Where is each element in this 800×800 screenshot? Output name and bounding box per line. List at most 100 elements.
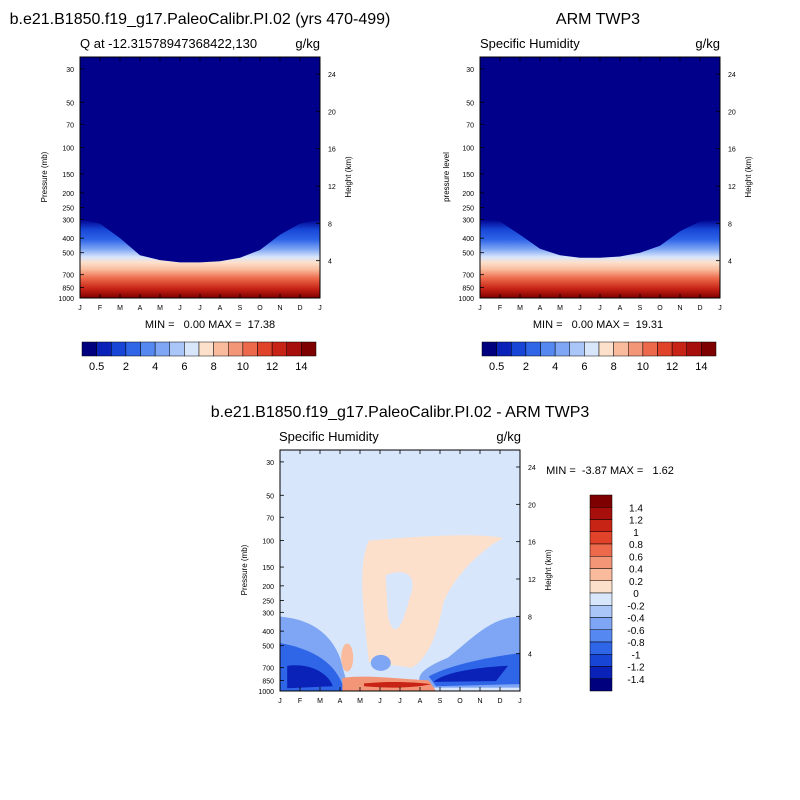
pressure-tick-label: 70 <box>466 122 474 129</box>
colorbar-swatch <box>671 341 687 357</box>
colorbar-swatch <box>569 341 585 357</box>
colorbar-swatch <box>286 341 302 357</box>
height-tick-label: 24 <box>328 72 336 79</box>
colorbar-label: 1 <box>633 528 639 539</box>
colorbar-swatch <box>154 341 170 357</box>
panel-obs-axes: 30 50 70 100 150 200 250 300 400 500 700 850 1000 24 2… <box>458 57 736 312</box>
panel-obs-stats: MIN = 0.00 MAX = 19.31 <box>533 319 663 331</box>
diff-inner-negative <box>385 572 413 630</box>
colorbar-label: 0.8 <box>629 540 643 551</box>
colorbar-swatch <box>125 341 141 357</box>
month-tick-label: J <box>318 305 322 312</box>
pressure-tick-label: 30 <box>266 460 274 467</box>
month-tick-label: J <box>198 305 202 312</box>
month-tick-label: J <box>78 305 82 312</box>
diff-negative-right-core <box>433 665 508 682</box>
colorbar-swatch <box>589 654 613 667</box>
colorbar-swatch <box>589 592 613 606</box>
month-tick-label: M <box>117 305 123 312</box>
colorbar-swatch <box>525 341 541 357</box>
colorbar-label: -0.2 <box>627 601 645 612</box>
month-tick-label: N <box>277 305 282 312</box>
pressure-tick-label: 500 <box>262 644 274 651</box>
pressure-tick-label: 200 <box>262 584 274 591</box>
month-tick-label: D <box>697 305 702 312</box>
month-tick-label: D <box>497 698 502 705</box>
month-tick-label: O <box>457 698 463 705</box>
colorbar-swatch <box>589 666 613 679</box>
colorbar-swatch <box>589 605 613 618</box>
colorbar-swatch <box>584 341 600 357</box>
pressure-tick-label: 30 <box>466 67 474 74</box>
height-tick-label: 20 <box>528 502 536 509</box>
pressure-tick-label: 1000 <box>458 296 474 303</box>
month-tick-label: J <box>718 305 722 312</box>
panel-diff-field <box>280 450 520 691</box>
colorbar-swatch <box>589 494 613 508</box>
height-tick-label: 4 <box>328 259 332 266</box>
pressure-tick-label: 100 <box>62 146 74 153</box>
colorbar-swatch <box>589 543 613 557</box>
colorbar-swatch <box>589 617 613 630</box>
colorbar-label: 8 <box>611 361 617 373</box>
colorbar-swatch <box>589 678 613 692</box>
colorbar-swatch <box>257 341 273 357</box>
colorbar-label: 0.6 <box>629 552 643 563</box>
colorbar-swatch <box>301 341 317 357</box>
colorbar-swatch <box>213 341 229 357</box>
month-tick-label: J <box>178 305 182 312</box>
colorbar-label: -1.2 <box>627 663 645 674</box>
panel-obs-ylabel-right: Height (km) <box>744 156 753 198</box>
colorbar-swatch <box>589 507 613 520</box>
panel-diff-subtitle: Specific Humidity <box>279 429 379 444</box>
pressure-tick-label: 150 <box>262 565 274 572</box>
panel-model-title: b.e21.B1850.f19_g17.PaleoCalibr.PI.02 (y… <box>10 11 391 28</box>
panel-model: b.e21.B1850.f19_g17.PaleoCalibr.PI.02 (y… <box>10 11 391 331</box>
colorbar-label: -0.4 <box>627 614 645 625</box>
height-tick-label: 24 <box>528 465 536 472</box>
panel-model-subtitle: Q at -12.31578947368422,130 <box>80 36 257 51</box>
pressure-tick-label: 200 <box>462 191 474 198</box>
pressure-tick-label: 400 <box>462 236 474 243</box>
colorbar-label: 8 <box>211 361 217 373</box>
colorbar-swatch <box>589 641 613 655</box>
colorbar-label: 0.4 <box>629 565 643 576</box>
pressure-tick-label: 70 <box>66 122 74 129</box>
colorbar-swatch <box>613 341 629 357</box>
panel-obs-units: g/kg <box>695 36 720 51</box>
height-tick-label: 8 <box>728 221 732 228</box>
panel-obs-subtitle: Specific Humidity <box>480 36 580 51</box>
month-tick-label: D <box>297 305 302 312</box>
colorbar-swatch <box>242 341 258 357</box>
panel-obs-ylabel: pressure level <box>442 152 451 202</box>
panel-diff-ylabel: Pressure (mb) <box>240 544 249 595</box>
panel-model-stats: MIN = 0.00 MAX = 17.38 <box>145 319 275 331</box>
colorbar-swatch <box>589 629 613 643</box>
colorbar-diff: 1.4 1.210.80.6 0.40.20-0.2 -0.4-0.6-0.8-1 -1… <box>589 494 645 692</box>
panel-diff-title: b.e21.B1850.f19_g17.PaleoCalibr.PI.02 - … <box>211 404 590 421</box>
colorbar-swatch <box>589 556 613 569</box>
pressure-tick-label: 850 <box>62 285 74 292</box>
colorbar-swatch <box>140 341 156 357</box>
colorbar-swatch <box>496 341 512 357</box>
height-tick-label: 8 <box>328 221 332 228</box>
pressure-tick-label: 70 <box>266 515 274 522</box>
panel-model-ylabel-right: Height (km) <box>344 156 353 198</box>
colorbar-label: 2 <box>523 361 529 373</box>
diff-positive-plume <box>362 535 504 668</box>
pressure-tick-label: 700 <box>62 273 74 280</box>
month-tick-label: A <box>338 698 343 705</box>
colorbar-label: 14 <box>695 361 707 373</box>
month-tick-label: A <box>618 305 623 312</box>
diff-negative-blob <box>370 654 391 671</box>
pressure-tick-label: 30 <box>66 67 74 74</box>
pressure-tick-label: 200 <box>62 191 74 198</box>
colorbar-label: 0.5 <box>89 361 104 373</box>
colorbar-swatch <box>686 341 702 357</box>
panel-diff-units: g/kg <box>496 429 521 444</box>
month-tick-label: M <box>557 305 563 312</box>
panel-diff: b.e21.B1850.f19_g17.PaleoCalibr.PI.02 - … <box>211 404 674 705</box>
colorbar-swatch <box>589 531 613 545</box>
colorbar-swatch <box>81 341 97 357</box>
